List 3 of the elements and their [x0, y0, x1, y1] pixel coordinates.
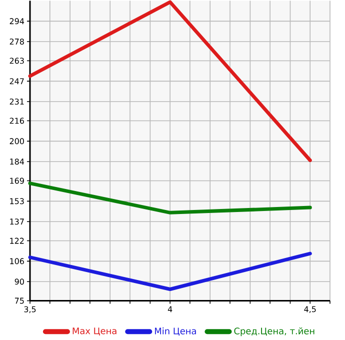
legend-label: Min Цена: [155, 328, 196, 336]
legend-label: Сред.Цена, т.йен: [234, 328, 314, 336]
legend-label: Max Цена: [72, 328, 116, 336]
